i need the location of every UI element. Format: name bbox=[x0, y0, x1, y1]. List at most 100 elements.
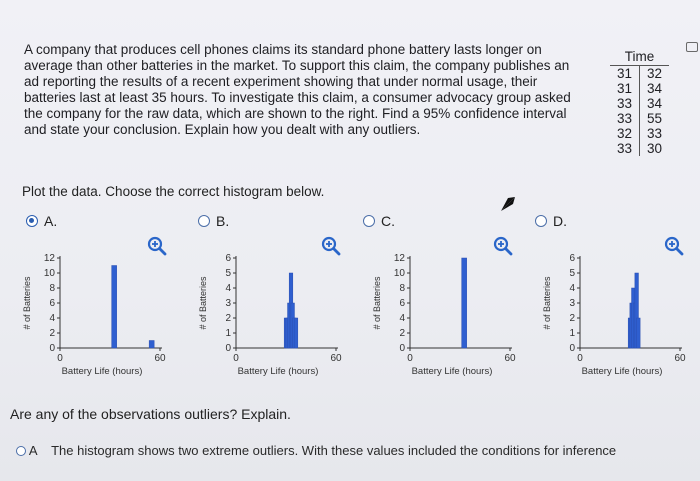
histogram-d[interactable]: # of Batteries 6 5 4 3 2 1 0 0 60 Battery Life (ho… bbox=[540, 248, 690, 388]
x-tick-label: 60 bbox=[154, 353, 166, 364]
question-text: A company that produces cell phones clai… bbox=[24, 42, 571, 137]
y-tick-label: 6 bbox=[225, 253, 231, 264]
y-tick-label: 2 bbox=[49, 328, 55, 339]
histogram-b-svg: # of Batteries 6 5 4 3 2 1 00 60 Battery Life (ho… bbox=[198, 253, 342, 377]
y-tick-label: 2 bbox=[569, 313, 575, 324]
table-cell: 33 bbox=[610, 96, 641, 111]
magnifier-plus-icon[interactable] bbox=[321, 236, 341, 256]
prompt-text: Plot the data. Choose the correct histog… bbox=[22, 184, 325, 199]
y-tick-label: 5 bbox=[225, 268, 231, 279]
histogram-a-svg: # of Batteries 12 10 8 6 4 2 00 60 Battery Life (… bbox=[22, 253, 166, 377]
table-cell: 32 bbox=[647, 66, 663, 81]
x-tick-label: 60 bbox=[504, 353, 516, 364]
window-tab-icon[interactable] bbox=[686, 42, 698, 52]
pointer-arrow-icon bbox=[501, 197, 515, 211]
y-tick-label: 8 bbox=[399, 283, 405, 294]
histogram-c-svg: # of Batteries 12 10 8 6 4 2 00 60 Battery Life (… bbox=[372, 253, 516, 377]
y-tick-label: 3 bbox=[225, 298, 231, 309]
x-axis-label: Battery Life (hours) bbox=[582, 366, 663, 377]
histogram-bar bbox=[148, 340, 155, 349]
y-axis-label: # of Batteries bbox=[542, 276, 552, 330]
histogram-c[interactable]: # of Batteries 12 10 8 6 4 2 0 0 60 Battery Life (… bbox=[370, 248, 520, 388]
option-a[interactable]: A. bbox=[26, 213, 57, 229]
table-cell: 31 bbox=[610, 65, 641, 81]
x-tick-label: 60 bbox=[674, 353, 686, 364]
y-axis-label: # of Batteries bbox=[198, 276, 208, 330]
histogram-bar bbox=[636, 317, 641, 349]
option-c-radio[interactable] bbox=[363, 215, 375, 227]
table-header: Time bbox=[610, 48, 670, 66]
data-table: Time 31 32 31 34 33 34 33 55 32 33 33 30 bbox=[610, 48, 670, 156]
y-tick-label: 12 bbox=[44, 253, 56, 264]
y-tick-label: 12 bbox=[394, 253, 406, 264]
table-cell: 33 bbox=[610, 111, 641, 126]
y-tick-label: 2 bbox=[225, 313, 231, 324]
table-cell: 34 bbox=[647, 96, 663, 111]
table-cell: 31 bbox=[610, 81, 641, 96]
histogram-bar bbox=[111, 265, 117, 349]
histogram-bar bbox=[293, 317, 299, 349]
histogram-d-svg: # of Batteries 6 5 4 3 2 1 00 60 Battery Life (ho… bbox=[542, 253, 686, 377]
table-row: 33 55 bbox=[610, 111, 669, 126]
x-axis-label: Battery Life (hours) bbox=[62, 366, 143, 377]
option-a-radio[interactable] bbox=[26, 215, 38, 227]
option-b[interactable]: B. bbox=[198, 213, 229, 229]
outliers-question: Are any of the observations outliers? Ex… bbox=[10, 406, 291, 422]
option-a-label: A. bbox=[44, 213, 58, 229]
y-tick-label: 10 bbox=[394, 268, 406, 279]
magnifier-plus-icon[interactable] bbox=[493, 236, 513, 256]
magnifier-plus-icon[interactable] bbox=[147, 236, 167, 256]
table-cell: 30 bbox=[647, 141, 663, 156]
table-cell: 55 bbox=[647, 111, 663, 126]
y-tick-label: 5 bbox=[569, 268, 575, 279]
option-c[interactable]: C. bbox=[363, 213, 395, 229]
table-row: 31 32 bbox=[610, 65, 669, 81]
y-tick-label: 3 bbox=[569, 298, 575, 309]
table-row: 33 30 bbox=[610, 141, 669, 156]
table-cell: 33 bbox=[647, 126, 663, 141]
option-b-radio[interactable] bbox=[198, 215, 210, 227]
y-tick-label: 4 bbox=[399, 313, 405, 324]
x-tick-label: 60 bbox=[330, 353, 342, 364]
y-tick-label: 0 bbox=[569, 343, 575, 354]
histogram-bar bbox=[461, 257, 467, 349]
answer-a-text: The histogram shows two extreme outliers… bbox=[51, 444, 617, 458]
y-tick-label: 10 bbox=[44, 268, 56, 279]
table-row: 31 34 bbox=[610, 81, 669, 96]
y-axis-label: # of Batteries bbox=[372, 276, 382, 330]
y-tick-label: 0 bbox=[399, 343, 405, 354]
y-tick-label: 6 bbox=[49, 298, 55, 309]
x-tick-label: 0 bbox=[233, 353, 239, 364]
option-d[interactable]: D. bbox=[535, 213, 567, 229]
table-cell: 33 bbox=[610, 141, 641, 156]
option-b-label: B. bbox=[216, 213, 230, 229]
y-tick-label: 8 bbox=[49, 283, 55, 294]
magnifier-plus-icon[interactable] bbox=[664, 236, 684, 256]
y-tick-label: 0 bbox=[225, 343, 231, 354]
x-tick-label: 0 bbox=[57, 353, 63, 364]
option-c-label: C. bbox=[381, 213, 395, 229]
x-axis-label: Battery Life (hours) bbox=[238, 366, 319, 377]
answer-a-radio[interactable] bbox=[16, 446, 26, 456]
y-tick-label: 4 bbox=[569, 283, 575, 294]
answer-option-a[interactable]: A The histogram shows two extreme outlie… bbox=[16, 444, 700, 458]
x-axis-label: Battery Life (hours) bbox=[412, 366, 493, 377]
y-axis-label: # of Batteries bbox=[22, 276, 32, 330]
y-tick-label: 4 bbox=[49, 313, 55, 324]
y-tick-label: 0 bbox=[49, 343, 55, 354]
y-tick-label: 2 bbox=[399, 328, 405, 339]
option-d-label: D. bbox=[553, 213, 567, 229]
table-cell: 34 bbox=[647, 81, 663, 96]
table-row: 32 33 bbox=[610, 126, 669, 141]
option-d-radio[interactable] bbox=[535, 215, 547, 227]
table-cell: 32 bbox=[610, 126, 641, 141]
histogram-a[interactable]: # of Batteries 12 10 8 6 4 2 0 0 60 Battery Life (… bbox=[20, 248, 170, 388]
x-tick-label: 0 bbox=[577, 353, 583, 364]
table-row: 33 34 bbox=[610, 96, 669, 111]
y-tick-label: 6 bbox=[399, 298, 405, 309]
histogram-b[interactable]: # of Batteries 6 5 4 3 2 1 0 0 60 Battery Life (ho… bbox=[196, 248, 346, 388]
y-tick-label: 1 bbox=[569, 328, 575, 339]
y-tick-label: 1 bbox=[225, 328, 231, 339]
y-tick-label: 4 bbox=[225, 283, 231, 294]
